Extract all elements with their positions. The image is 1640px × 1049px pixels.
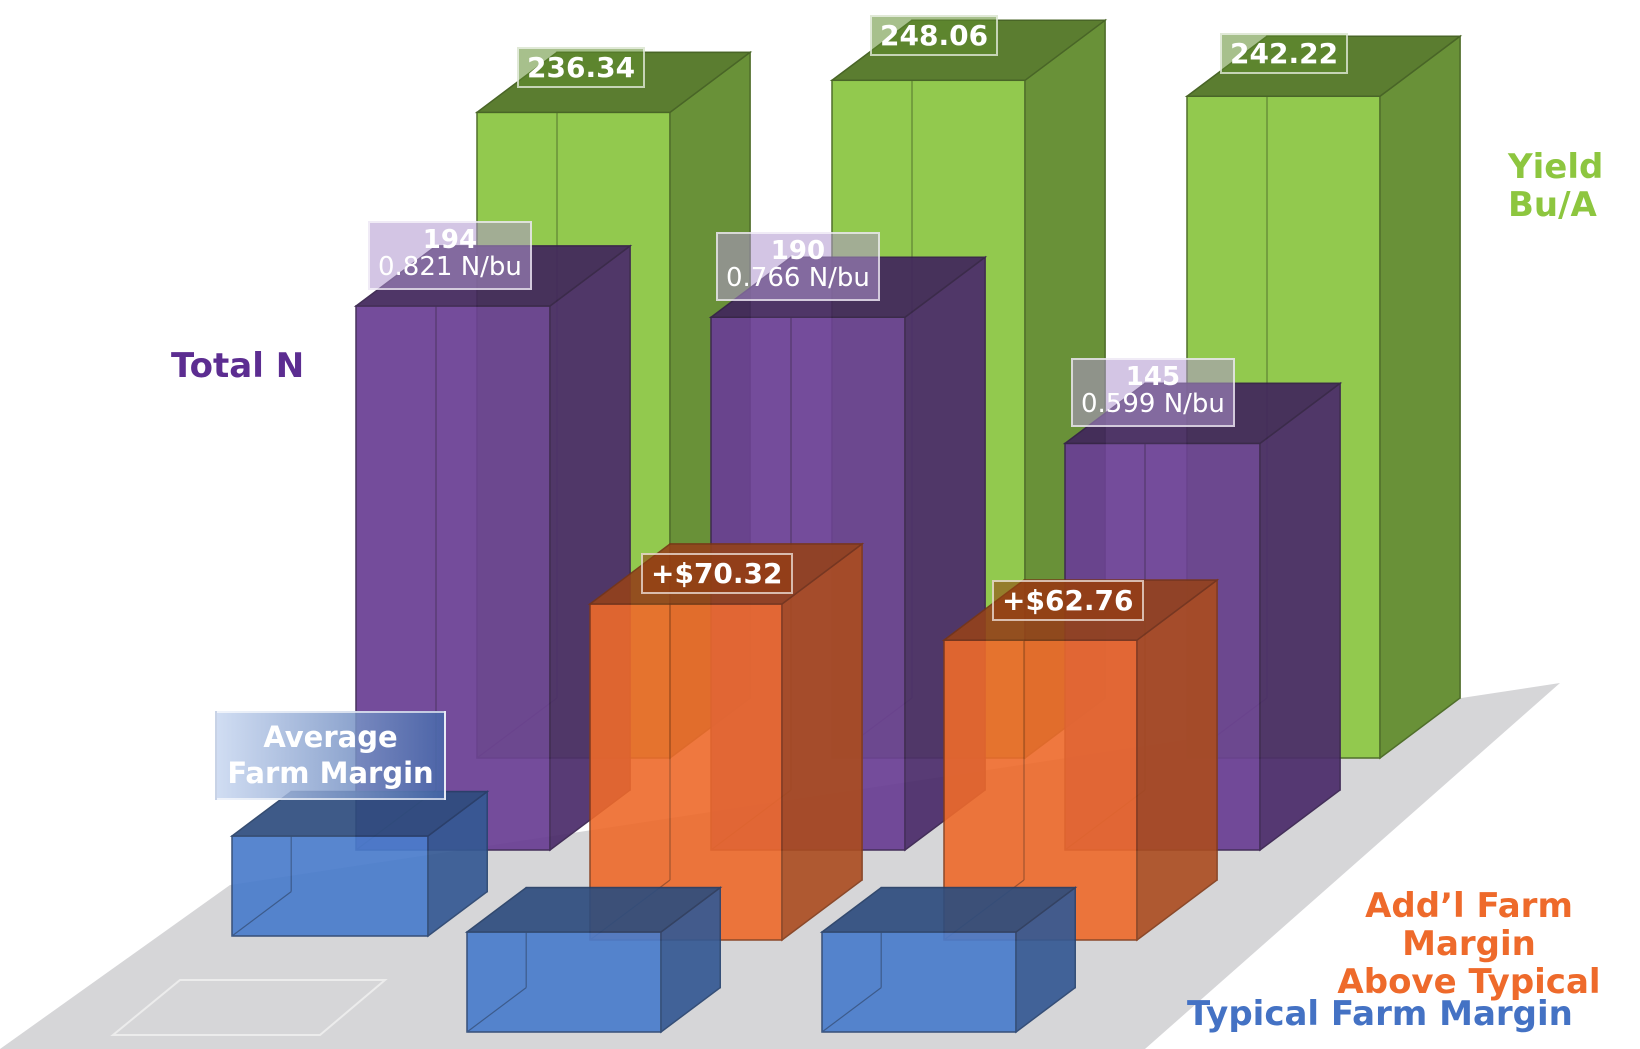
total-n-bar-1 (353, 244, 633, 852)
total-n-value-1: 194 (422, 225, 478, 255)
addl-margin-bar-3 (941, 578, 1220, 942)
typical-margin-bar-1 (229, 790, 490, 938)
legend-yield: Yield Bu/A (1508, 147, 1604, 226)
yield-label-3: 242.22 (1220, 33, 1349, 75)
yield-label-2: 248.06 (870, 15, 999, 57)
floor-grid-cell (110, 979, 388, 1036)
total-n-label-3: 145 0.599 N/bu (1071, 358, 1235, 427)
legend-typical-margin: Typical Farm Margin (1187, 994, 1573, 1034)
typical-margin-bar-2 (464, 886, 723, 1034)
total-n-label-1: 194 0.821 N/bu (368, 221, 532, 290)
addl-margin-label-3: +$62.76 (992, 580, 1144, 622)
addl-margin-bar-2 (587, 542, 865, 942)
n-per-bu-3: 0.599 N/bu (1081, 389, 1225, 420)
n-per-bu-2: 0.766 N/bu (726, 263, 870, 294)
legend-addl-margin: Add’l Farm Margin Above Typical (1337, 886, 1601, 1003)
total-n-value-3: 145 (1125, 362, 1181, 392)
yield-label-1: 236.34 (517, 47, 646, 89)
total-n-label-2: 190 0.766 N/bu (716, 232, 880, 301)
total-n-value-2: 190 (770, 236, 826, 266)
typical-margin-bar-3 (819, 886, 1078, 1034)
average-farm-margin-label: Average Farm Margin (215, 711, 446, 800)
legend-total-n: Total N (171, 346, 305, 386)
n-per-bu-1: 0.821 N/bu (378, 252, 522, 283)
addl-margin-label-2: +$70.32 (641, 553, 793, 595)
